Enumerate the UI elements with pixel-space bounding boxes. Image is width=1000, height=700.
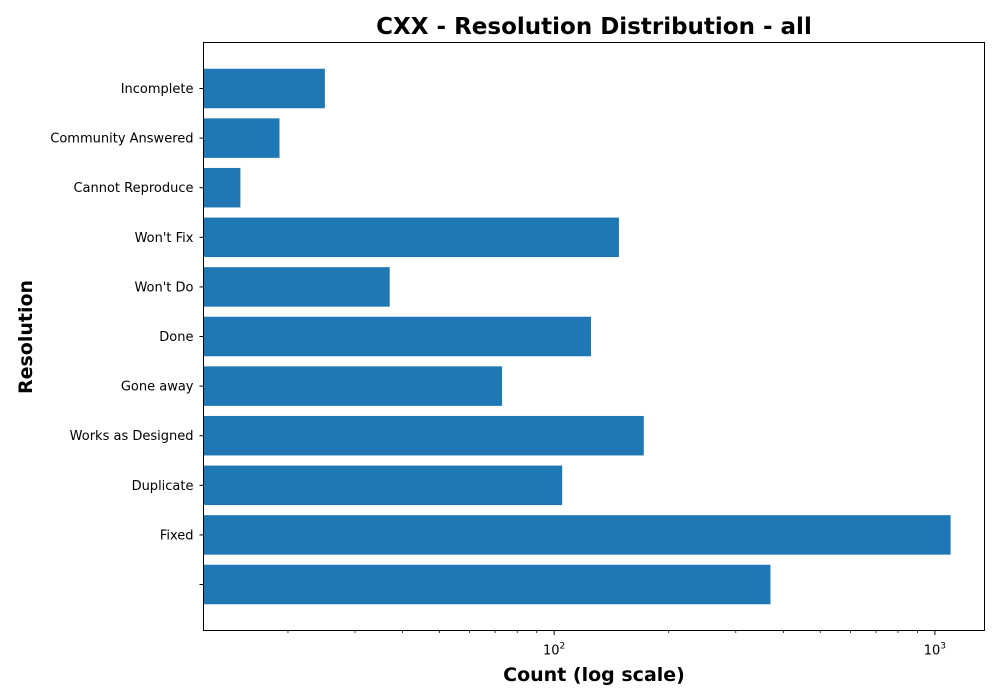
bar	[203, 316, 592, 357]
bars-group	[203, 68, 951, 605]
bar	[203, 465, 563, 506]
bar	[203, 366, 503, 406]
y-tick-label: Cannot Reproduce	[73, 181, 193, 196]
y-tick-label: Done	[159, 330, 193, 345]
bar	[203, 564, 771, 605]
y-tick-label: Incomplete	[121, 82, 194, 97]
y-tick-label: Fixed	[160, 528, 194, 543]
y-tick-label: Community Answered	[50, 132, 193, 147]
bar	[203, 167, 241, 208]
y-axis-ticks: Fixed Duplicate Works as Designed Gone away…	[50, 82, 204, 585]
x-axis-label: Count (log scale)	[503, 664, 685, 686]
chart-title: CXX - Resolution Distribution - all	[376, 14, 812, 40]
x-tick-label: 102	[543, 642, 565, 659]
plot-frame	[203, 42, 985, 631]
bar	[203, 267, 390, 307]
y-tick-label: Won't Fix	[135, 231, 194, 246]
bar	[203, 415, 644, 456]
y-tick-label: Gone away	[121, 380, 194, 395]
bar	[203, 217, 619, 258]
bar	[203, 118, 280, 158]
y-tick-label: Won't Do	[134, 280, 193, 295]
x-axis-ticks: 102 103	[287, 630, 946, 659]
y-axis-label: Resolution	[15, 280, 37, 394]
y-tick-label: Duplicate	[132, 479, 194, 494]
y-tick-label: Works as Designed	[70, 429, 194, 444]
x-tick-label: 103	[924, 642, 946, 659]
bar	[203, 68, 325, 109]
bar	[203, 515, 951, 555]
